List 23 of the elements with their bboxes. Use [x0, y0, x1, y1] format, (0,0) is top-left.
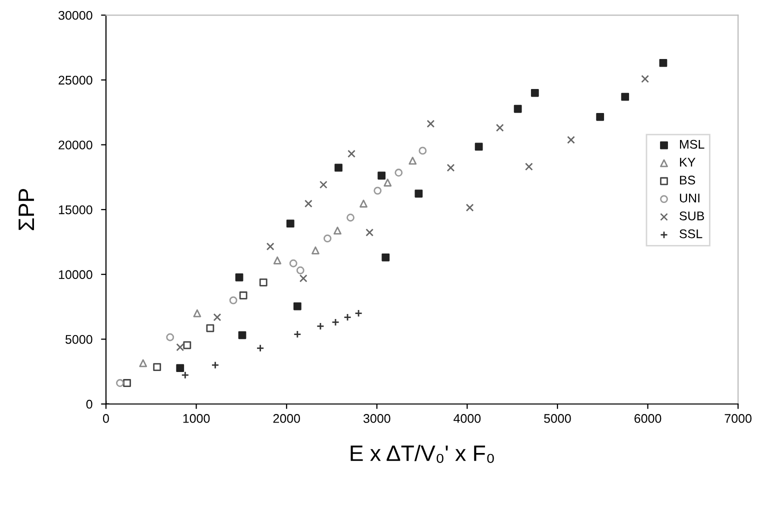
y-tick-label: 5000 [65, 334, 92, 344]
y-tick-label: 20000 [58, 140, 92, 150]
legend-label: SSL [680, 229, 702, 238]
x-tick-label: 5000 [544, 414, 571, 423]
x-tick-label: 0 [102, 414, 109, 423]
x-tick-label: 6000 [634, 414, 662, 423]
legend-label: SUB [680, 211, 704, 220]
legend-label: BS [680, 176, 696, 185]
legend-label: MSL [680, 140, 704, 149]
x-tick-label: 2000 [273, 414, 300, 423]
y-tick-label: 15000 [58, 205, 92, 214]
y-tick-label: 25000 [58, 76, 92, 85]
legend-label: UNI [680, 194, 700, 202]
y-tick-label: 10000 [58, 270, 92, 280]
y-tick-label: 0 [86, 400, 92, 409]
y-axis-title: ΣPP [18, 189, 34, 230]
y-tick-label: 30000 [58, 10, 92, 20]
x-tick-label: 7000 [724, 414, 752, 423]
x-tick-label: 1000 [183, 414, 210, 423]
legend-label: KY [680, 158, 696, 167]
x-tick-label: 3000 [363, 414, 390, 423]
x-tick-label: 4000 [454, 414, 481, 423]
x-axis-title: E x ΔT/V₀' x F₀ [350, 444, 494, 463]
